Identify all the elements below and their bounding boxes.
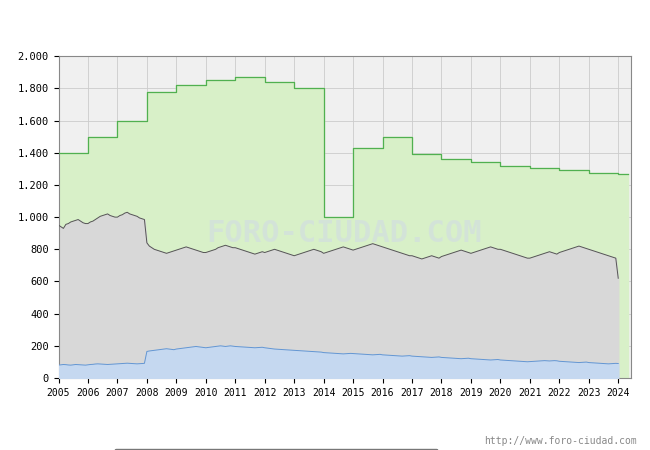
Text: http://www.foro-ciudad.com: http://www.foro-ciudad.com (484, 436, 637, 446)
Legend: Ocupados, Parados, Hab. entre 16-64: Ocupados, Parados, Hab. entre 16-64 (114, 449, 438, 450)
Text: FORO-CIUDAD.COM: FORO-CIUDAD.COM (207, 219, 482, 248)
Text: Oria - Evolucion de la poblacion en edad de Trabajar Mayo de 2024: Oria - Evolucion de la poblacion en edad… (65, 17, 585, 30)
